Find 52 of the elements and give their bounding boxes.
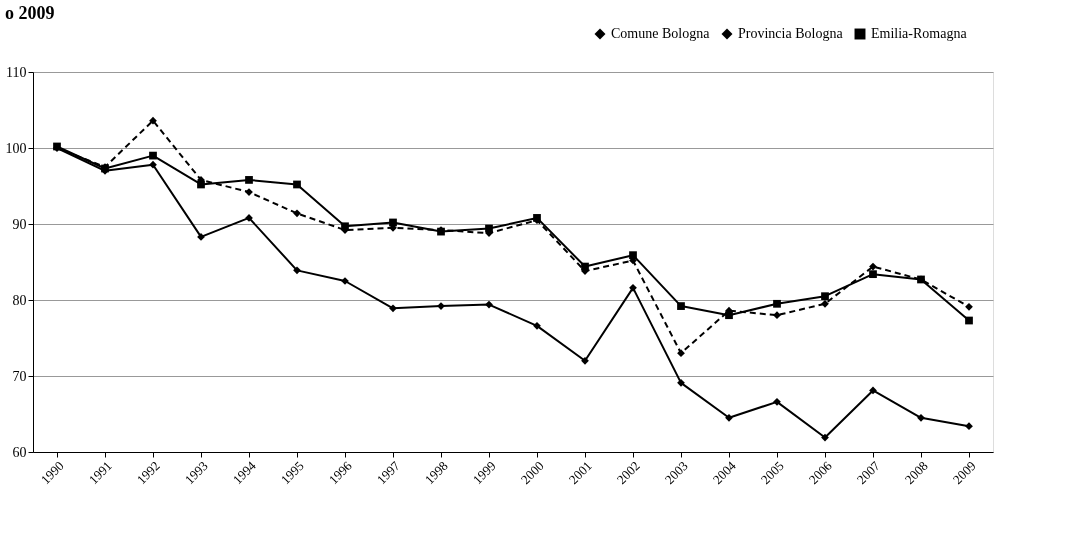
point [293, 266, 301, 275]
point [677, 349, 685, 358]
legend-label: Provincia Bologna [738, 26, 844, 41]
point [677, 378, 685, 387]
point [533, 321, 541, 330]
point [725, 413, 733, 422]
point [389, 218, 397, 227]
point [869, 262, 877, 271]
point [485, 224, 493, 233]
point [869, 270, 877, 279]
point [677, 302, 685, 310]
point [773, 299, 781, 308]
point [149, 116, 157, 125]
point [773, 397, 781, 406]
point [293, 180, 301, 189]
x-tick-label: 1993 [181, 458, 211, 488]
point [485, 300, 493, 309]
legend-label: Emilia-Romagna [871, 26, 968, 41]
point [293, 209, 301, 218]
point [245, 176, 253, 184]
point [149, 151, 157, 160]
x-tick-label: 1990 [37, 458, 67, 488]
point [773, 311, 781, 320]
y-tick-label: 100 [5, 140, 27, 156]
point [581, 356, 589, 365]
point [581, 262, 589, 271]
y-tick-label: 80 [12, 292, 27, 308]
point [389, 304, 397, 313]
x-tick-label: 1992 [133, 458, 163, 488]
point [341, 222, 349, 231]
point [197, 180, 205, 189]
x-tick-label: 1998 [421, 458, 451, 488]
point [869, 386, 877, 395]
point [965, 302, 973, 311]
y-tick-label: 90 [12, 216, 27, 232]
point [821, 299, 829, 308]
legend-label: Comune Bologna [611, 26, 711, 41]
point [149, 160, 157, 169]
y-tick-label: 70 [12, 368, 27, 384]
point [629, 283, 637, 292]
point [725, 311, 733, 320]
x-tick-label: 1999 [469, 458, 499, 488]
point [965, 316, 973, 325]
y-tick-label: 60 [12, 444, 27, 460]
point [965, 422, 973, 431]
x-tick-label: 1991 [85, 458, 115, 488]
point [821, 433, 829, 442]
point [821, 292, 829, 301]
point [629, 251, 637, 260]
y-tick-label: 110 [6, 64, 27, 80]
point [917, 413, 925, 422]
chart-title: o 2009 [5, 3, 55, 23]
